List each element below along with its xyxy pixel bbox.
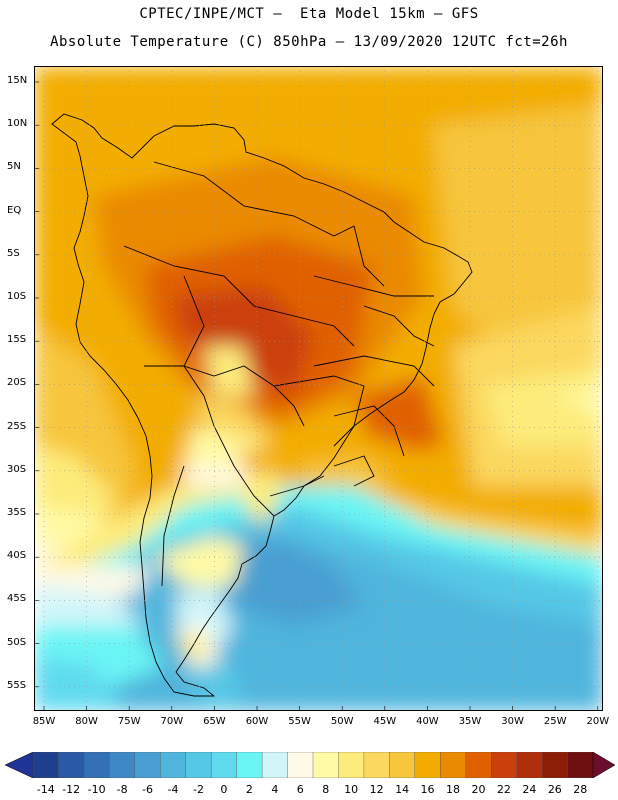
lon-tick-label: 45W xyxy=(373,716,397,727)
colorbar-label: -2 xyxy=(192,783,204,796)
colorbar-swatch xyxy=(363,752,390,778)
title-line-1: CPTEC/INPE/MCT – Eta Model 15km – GFS xyxy=(139,6,479,22)
colorbar-swatch xyxy=(236,752,263,778)
land-borders xyxy=(51,113,473,697)
colorbar-swatch xyxy=(541,752,569,778)
colorbar-label: -14 xyxy=(36,783,55,796)
lat-tick-label: 40S xyxy=(7,550,27,562)
lon-tick-label: 30W xyxy=(501,716,524,727)
colorbar-label: 4 xyxy=(271,783,279,796)
colorbar-label: -10 xyxy=(87,783,106,796)
colorbar-swatch xyxy=(83,752,110,778)
lon-tick-label: 35W xyxy=(458,716,482,727)
colorbar-label: 0 xyxy=(220,783,228,796)
lat-tick-label: 10S xyxy=(7,291,27,302)
temperature-map xyxy=(34,66,603,711)
map-frame xyxy=(34,66,603,711)
colorbar-swatch xyxy=(160,752,187,778)
lon-tick-label: 85W xyxy=(32,716,56,727)
colorbar-label: -8 xyxy=(116,783,128,796)
colorbar-swatch xyxy=(490,752,518,778)
colorbar-label: -4 xyxy=(167,783,179,796)
colorbar-swatch xyxy=(58,752,85,778)
lat-tick-label: 10N xyxy=(7,118,28,130)
lon-tick-label: 65W xyxy=(203,716,226,727)
lon-tick-label: 20W xyxy=(586,716,610,727)
lat-tick-label: 30S xyxy=(7,463,27,475)
colorbar-over-arrow xyxy=(592,752,615,778)
colorbar-swatch xyxy=(414,752,441,778)
lat-tick-label: 5N xyxy=(7,161,21,173)
colorbar-label: 10 xyxy=(344,783,359,796)
colorbar-label: 2 xyxy=(245,783,253,796)
lon-tick-label: 75W xyxy=(117,716,141,727)
colorbar-label: 16 xyxy=(420,783,435,796)
colorbar-label: -6 xyxy=(142,783,154,796)
colorbar-label: 22 xyxy=(496,783,511,796)
lat-tick-label: 55S xyxy=(7,679,27,691)
colorbar-label: 6 xyxy=(296,783,304,796)
colorbar-label: 14 xyxy=(395,783,410,796)
colorbar-swatch xyxy=(312,752,339,778)
lon-tick-label: 55W xyxy=(288,716,311,727)
lat-tick-label: 15N xyxy=(7,75,28,86)
colorbar-swatch xyxy=(465,752,492,778)
lon-tick-label: 50W xyxy=(330,716,354,727)
lat-tick-label: 20S xyxy=(7,377,27,389)
colorbar-swatch xyxy=(567,752,594,778)
colorbar-label: 20 xyxy=(471,783,486,796)
colorbar-swatch xyxy=(32,752,59,778)
colorbar-swatch xyxy=(389,752,416,778)
lon-tick-label: 70W xyxy=(160,716,184,727)
colorbar-swatch xyxy=(261,752,289,778)
colorbar-swatch xyxy=(516,752,543,778)
colorbar-swatch xyxy=(210,752,238,778)
lon-tick-label: 40W xyxy=(416,716,439,727)
colorbar-label: 24 xyxy=(522,783,537,796)
colorbar-swatch xyxy=(440,752,467,778)
temperature-colorbar xyxy=(5,752,615,778)
lon-tick-label: 25W xyxy=(543,716,567,727)
colorbar-swatch xyxy=(338,752,365,778)
colorbar-label: 28 xyxy=(573,783,588,796)
colorbar-swatch xyxy=(109,752,136,778)
colorbar-label: -12 xyxy=(62,783,81,796)
lat-tick-label: 25S xyxy=(7,420,27,432)
lat-tick-label: 45S xyxy=(7,593,27,605)
lat-tick-label: 5S xyxy=(7,247,20,259)
colorbar-under-arrow xyxy=(5,752,34,778)
title-line-2: Absolute Temperature (C) 850hPa – 13/09/… xyxy=(50,34,568,50)
lat-tick-label: EQ xyxy=(7,204,22,216)
colorbar-swatch xyxy=(287,752,314,778)
lat-tick-label: 35S xyxy=(7,507,27,518)
temperature-field xyxy=(34,66,603,711)
lon-tick-label: 80W xyxy=(75,716,98,727)
colorbar-label: 12 xyxy=(369,783,384,796)
colorbar-label: 8 xyxy=(322,783,330,796)
colorbar-label: 18 xyxy=(446,783,460,796)
lat-tick-label: 15S xyxy=(7,334,27,346)
lat-tick-label: 50S xyxy=(7,636,27,648)
colorbar-swatch xyxy=(134,752,161,778)
colorbar-swatch xyxy=(185,752,212,778)
colorbar-label: 26 xyxy=(547,783,562,796)
lon-tick-label: 60W xyxy=(245,716,269,727)
